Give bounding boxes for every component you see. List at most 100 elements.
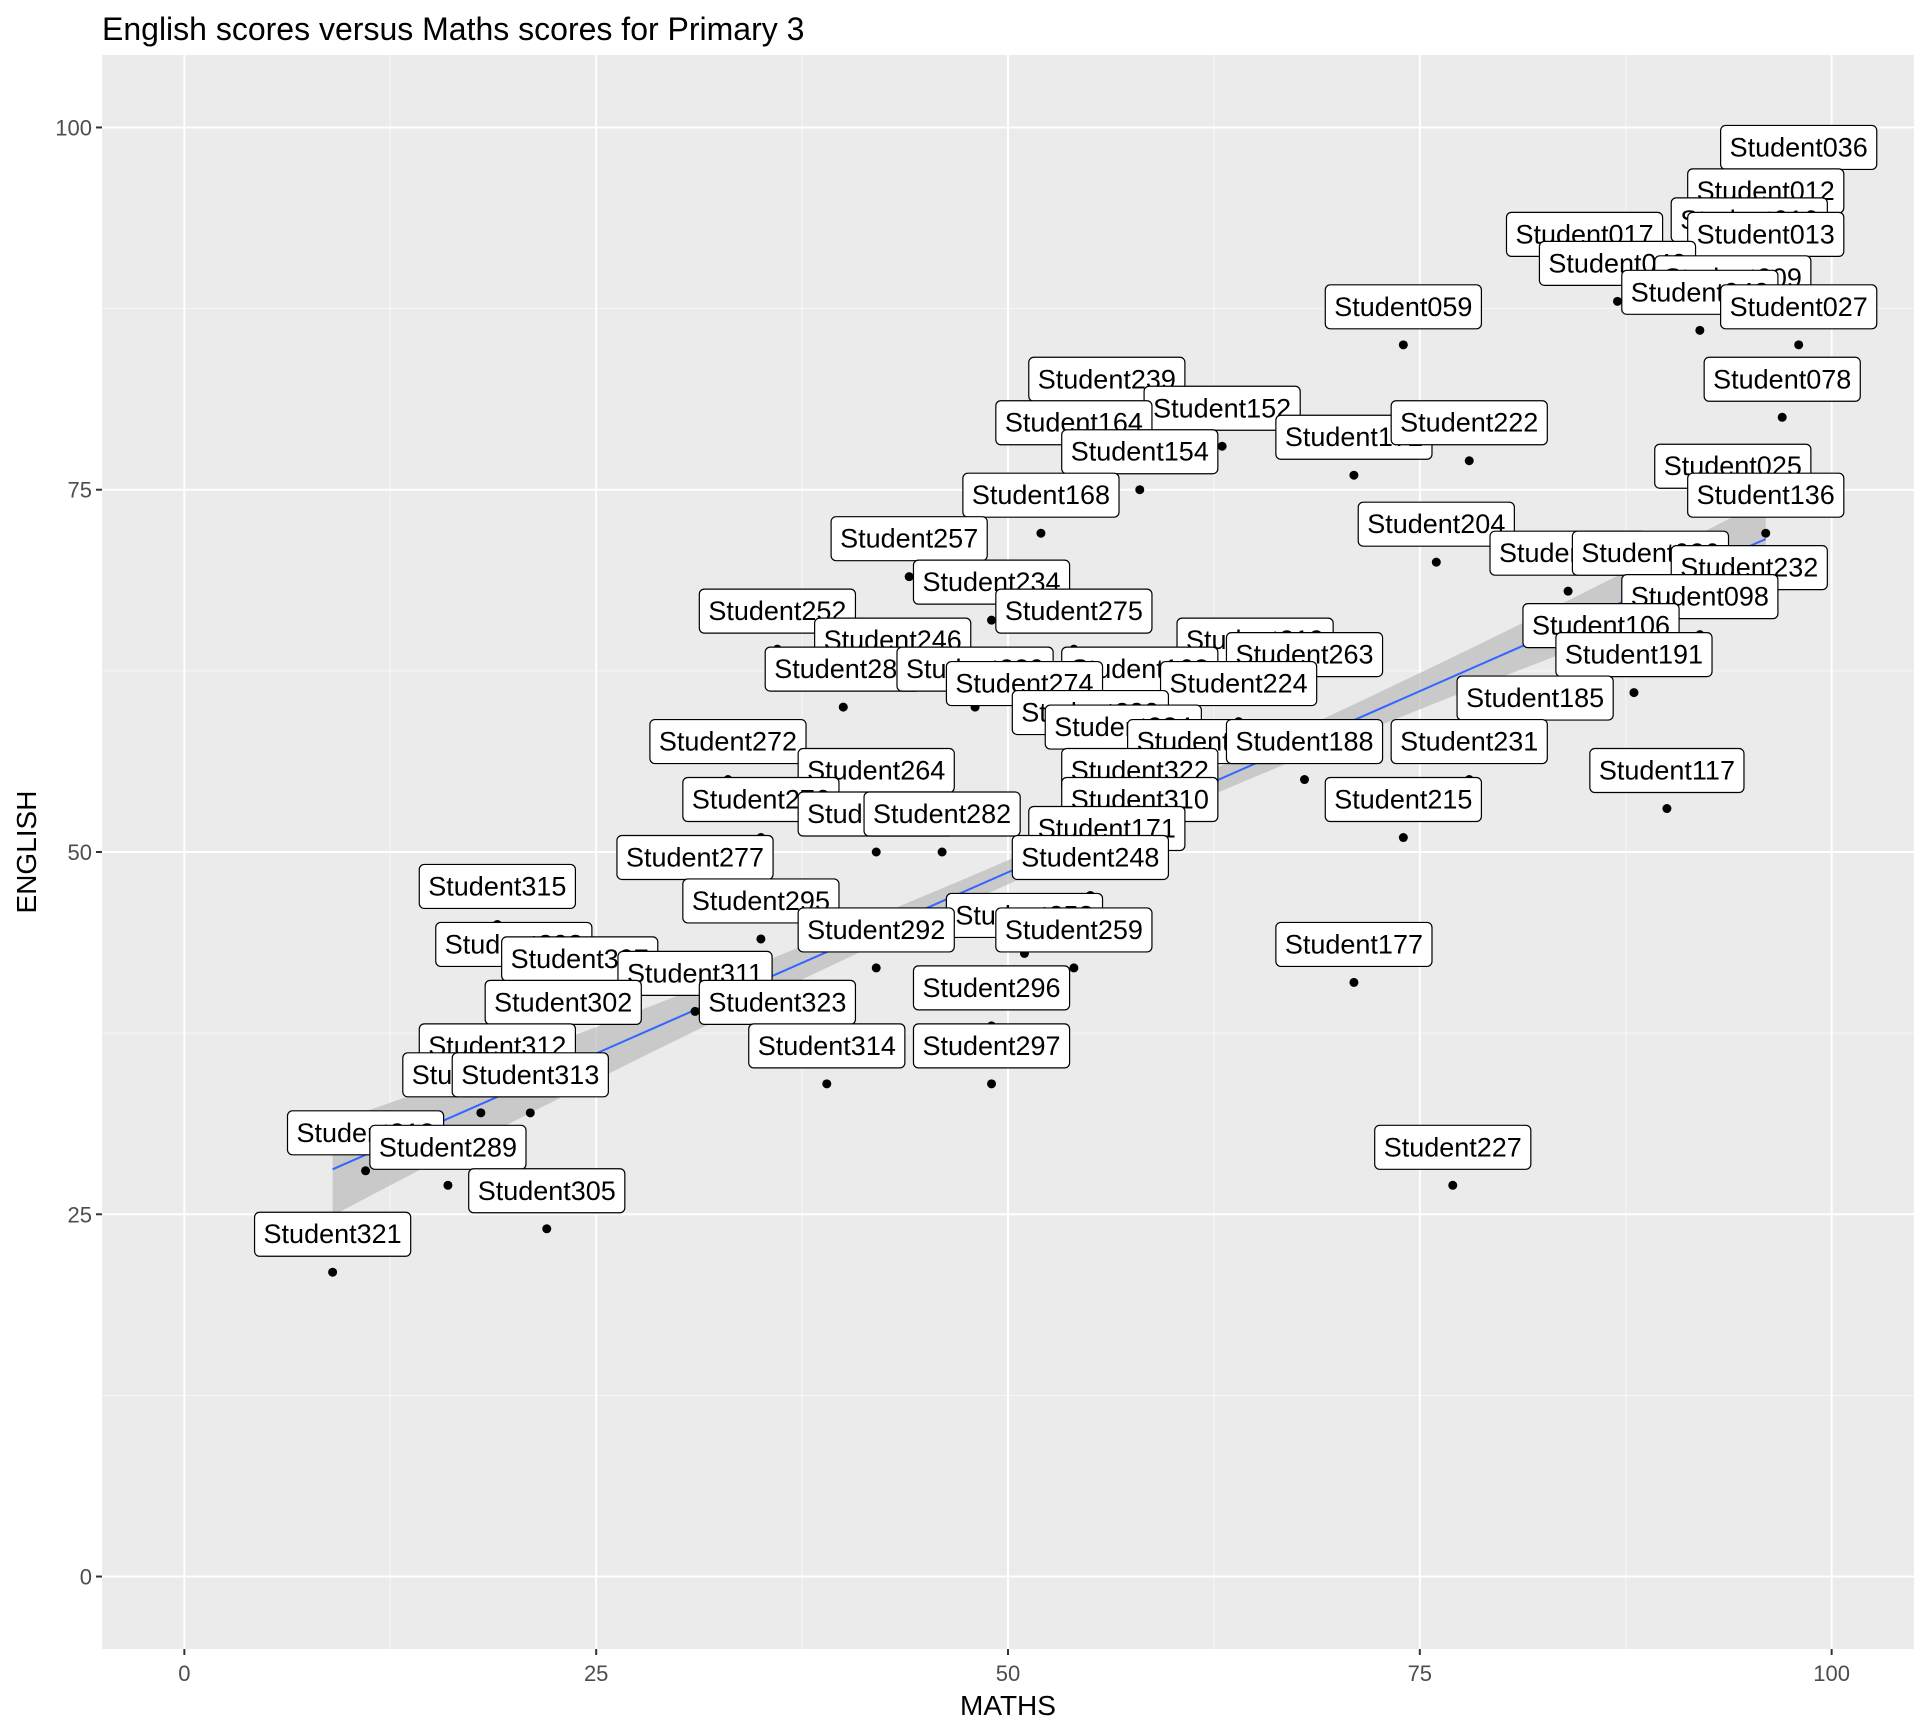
point-label-text: Student272 xyxy=(659,727,797,757)
point-label-box xyxy=(649,718,807,765)
data-point xyxy=(1349,977,1359,987)
point-label-box xyxy=(1061,429,1219,475)
point-label-text: Student323 xyxy=(708,987,846,1017)
point-label: Student315 xyxy=(418,863,577,910)
point-label: Student059 xyxy=(1324,284,1483,330)
point-label-box xyxy=(863,791,1021,837)
point-label-text: Student277 xyxy=(626,842,764,872)
point-label-text: Student222 xyxy=(1400,408,1538,438)
point-label: Student321 xyxy=(253,1211,412,1257)
point-label-text: Student185 xyxy=(1466,683,1604,713)
data-point xyxy=(1464,456,1474,466)
point-label-text: Student136 xyxy=(1697,480,1835,510)
y-tick-label: 100 xyxy=(55,115,92,140)
point-label-box xyxy=(1390,718,1548,765)
point-label-box xyxy=(1159,660,1318,707)
point-label: Student297 xyxy=(912,1023,1071,1069)
data-point xyxy=(361,1166,371,1176)
point-label: Student248 xyxy=(1011,834,1170,881)
point-label-text: Student302 xyxy=(494,987,632,1017)
point-label-box xyxy=(468,1168,626,1214)
data-point xyxy=(542,1224,552,1234)
point-label-box xyxy=(451,1052,609,1098)
data-point xyxy=(1036,528,1046,538)
point-label-box xyxy=(1275,921,1433,968)
point-label-box xyxy=(995,907,1153,953)
point-label-text: Student289 xyxy=(379,1132,517,1162)
data-point xyxy=(1612,296,1622,306)
point-label: Student191 xyxy=(1555,631,1713,678)
point-label-text: Student296 xyxy=(922,973,1060,1003)
y-tick-label: 75 xyxy=(68,478,92,503)
point-label: Student296 xyxy=(912,965,1071,1011)
data-point xyxy=(987,1079,997,1089)
point-label-text: Student313 xyxy=(461,1060,599,1090)
point-label: Student224 xyxy=(1159,660,1318,707)
point-label-text: Student154 xyxy=(1071,437,1209,467)
point-label-text: Student227 xyxy=(1384,1132,1522,1162)
point-label: Student289 xyxy=(369,1124,527,1170)
data-point xyxy=(1563,586,1573,596)
data-point xyxy=(822,1079,832,1089)
point-label-text: Student036 xyxy=(1730,132,1868,162)
point-label-box xyxy=(1703,356,1861,402)
point-label: Student227 xyxy=(1374,1124,1532,1170)
point-label: Student152 xyxy=(1143,385,1301,431)
point-label: Student231 xyxy=(1390,718,1548,765)
point-label: Student275 xyxy=(995,588,1153,634)
point-label-box xyxy=(1687,472,1845,518)
point-label: Student027 xyxy=(1720,284,1878,330)
point-label-text: Student257 xyxy=(840,524,978,554)
point-label-text: Student248 xyxy=(1021,842,1159,872)
point-label-text: Student292 xyxy=(807,915,945,945)
x-tick-label: 25 xyxy=(584,1661,608,1686)
point-label: Student314 xyxy=(748,1023,906,1069)
point-label-text: Student224 xyxy=(1170,669,1308,699)
point-label: Student277 xyxy=(616,834,774,881)
point-label-box xyxy=(912,1023,1071,1069)
point-label: Student036 xyxy=(1720,124,1878,171)
point-label-text: Student177 xyxy=(1285,929,1423,959)
gridlines xyxy=(102,55,1914,1649)
point-label-text: Student204 xyxy=(1367,509,1505,539)
point-label-box xyxy=(1357,501,1515,547)
point-label-text: Student152 xyxy=(1153,393,1291,423)
point-label-box xyxy=(1324,776,1483,823)
point-label-text: Student321 xyxy=(264,1219,402,1249)
data-point xyxy=(1398,340,1408,350)
point-label: Student013 xyxy=(1687,211,1845,257)
x-tick-label: 75 xyxy=(1408,1661,1432,1686)
point-label-box xyxy=(1225,718,1384,765)
point-label: Student154 xyxy=(1061,429,1219,475)
point-label: Student257 xyxy=(830,516,988,562)
point-label-box xyxy=(253,1211,412,1257)
point-label: Student026 xyxy=(1571,530,1730,576)
point-label: Student305 xyxy=(468,1168,626,1214)
point-label-box xyxy=(1720,284,1878,330)
point-label-box xyxy=(797,907,955,953)
point-label-text: Student314 xyxy=(758,1031,896,1061)
point-label-box xyxy=(962,472,1120,518)
data-point xyxy=(1398,833,1408,843)
point-label-box xyxy=(1589,747,1745,794)
data-point xyxy=(1761,528,1771,538)
point-label-text: Student231 xyxy=(1400,727,1538,757)
data-point xyxy=(1448,1180,1458,1190)
point-label-box xyxy=(1324,284,1483,330)
data-point xyxy=(1629,688,1639,698)
point-label-text: Student013 xyxy=(1697,219,1835,249)
point-label: Student313 xyxy=(451,1052,609,1098)
point-label: Student222 xyxy=(1390,400,1548,446)
point-label: Student204 xyxy=(1357,501,1515,547)
data-point xyxy=(690,1006,700,1016)
data-point xyxy=(1431,557,1441,567)
point-label-text: Student215 xyxy=(1334,785,1472,815)
point-label: Student078 xyxy=(1703,356,1861,402)
point-label: Student177 xyxy=(1275,921,1433,968)
point-label: Student259 xyxy=(995,907,1153,953)
point-label-text: Student191 xyxy=(1565,640,1703,670)
point-label: Student302 xyxy=(484,979,642,1025)
x-axis-ticks: 0 25 50 75 100 xyxy=(178,1649,1850,1686)
data-point xyxy=(838,702,848,712)
